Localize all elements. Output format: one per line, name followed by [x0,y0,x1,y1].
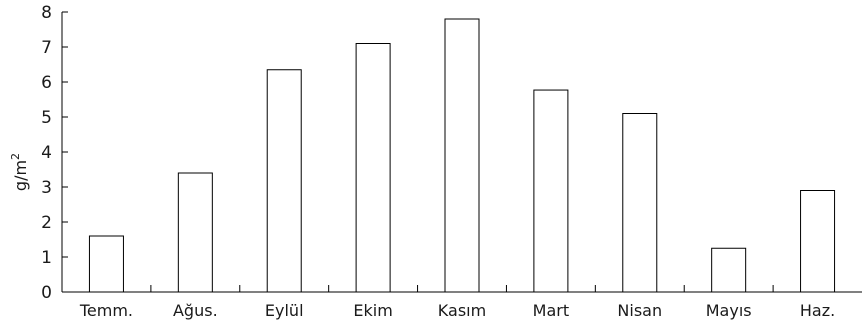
y-tick-label: 8 [41,3,52,23]
category-labels: Temm. Ağus. Eylül Ekim Kasım Mart Nisan Mayıs Ha… [79,301,835,320]
bar [800,190,836,293]
x-category-label: Nisan [617,301,662,320]
x-category-label: Mayıs [706,301,752,320]
y-tick-label: 3 [41,178,52,198]
x-category-label: Mart [533,301,569,320]
y-tick-label: 5 [41,108,52,128]
bar [622,113,658,293]
bars [88,18,836,293]
x-category-label: Ağus. [173,301,218,320]
y-axis-title: g/m2 [9,153,30,191]
bar [266,69,302,293]
bar [533,89,569,293]
x-category-label: Eylül [265,301,304,320]
y-axis-title-text: g/m [11,160,30,191]
y-tick-label: 6 [41,73,52,93]
x-category-label: Ekim [353,301,392,320]
bar [177,172,213,293]
x-category-label: Haz. [800,301,835,320]
bar [444,18,480,293]
x-category-label: Kasım [438,301,486,320]
bar [88,235,124,293]
y-ticks: 0 1 2 3 4 5 6 7 8 [41,3,68,303]
bar [355,43,391,293]
y-tick-label: 7 [41,38,52,58]
bar [711,247,747,293]
y-axis-title-superscript: 2 [9,153,22,160]
x-ticks [150,285,774,292]
y-tick-label: 4 [41,143,52,163]
y-tick-label: 0 [41,283,52,303]
y-tick-label: 2 [41,213,52,233]
y-tick-label: 1 [41,248,52,268]
x-category-label: Temm. [79,301,133,320]
